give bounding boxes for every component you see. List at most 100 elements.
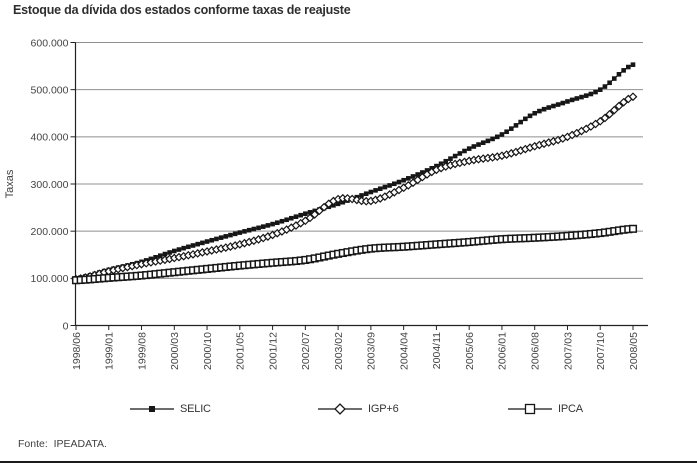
legend-marker-shape: [149, 406, 155, 412]
y-axis-title: Taxas: [4, 169, 16, 198]
legend-marker-filled-square-icon: [130, 406, 174, 412]
marker-filled-square: [611, 76, 617, 81]
marker-filled-square: [232, 231, 238, 237]
marker-open-diamond: [310, 210, 320, 219]
marker-filled-square: [490, 136, 495, 142]
marker-filled-square: [373, 188, 378, 193]
marker-filled-square: [513, 123, 519, 128]
marker-filled-square: [377, 186, 383, 192]
bottom-rule: [0, 461, 697, 463]
legend-item-selic: SELIC: [130, 400, 211, 418]
x-tick-label: 2004/04: [398, 332, 410, 370]
marker-filled-square: [186, 244, 191, 250]
marker-filled-square: [274, 220, 280, 226]
marker-filled-square: [462, 148, 467, 154]
marker-filled-square: [401, 177, 406, 183]
legend-marker-open-diamond-icon: [318, 403, 362, 415]
marker-filled-square: [382, 184, 388, 190]
y-tick-label: 600.000: [31, 37, 69, 49]
marker-filled-square: [565, 99, 570, 104]
marker-filled-square: [579, 94, 584, 100]
y-tick-label: 200.000: [31, 226, 69, 238]
marker-filled-square: [443, 158, 449, 164]
line-chart: 0 100.000 200.000 300.000 400.000 500.000 600.…: [4, 37, 648, 370]
marker-filled-square: [214, 236, 219, 242]
marker-filled-square: [167, 250, 172, 255]
marker-open-diamond: [628, 92, 638, 102]
x-tick-label: 2004/11: [431, 332, 443, 369]
y-tick-label: 300.000: [31, 179, 69, 191]
series-IGP+6: [71, 92, 638, 284]
marker-filled-square: [162, 251, 168, 257]
x-tick-label: 2000/03: [169, 332, 181, 370]
marker-filled-square: [181, 245, 186, 251]
marker-filled-square: [569, 97, 575, 103]
marker-filled-square: [532, 110, 538, 116]
marker-filled-square: [518, 119, 523, 125]
marker-filled-square: [228, 232, 233, 238]
marker-open-diamond: [609, 105, 619, 115]
x-tick-label: 1999/08: [136, 332, 148, 370]
marker-filled-square: [171, 248, 177, 254]
marker-filled-square: [293, 214, 299, 220]
marker-filled-square: [218, 235, 224, 240]
x-tick-label: 2002/07: [300, 332, 312, 370]
marker-open-diamond: [305, 213, 315, 223]
series-line: [75, 64, 634, 279]
marker-filled-square: [448, 156, 453, 161]
x-tick-label: 2003/02: [333, 332, 345, 370]
marker-filled-square: [574, 96, 580, 101]
marker-filled-square: [602, 84, 608, 89]
marker-filled-square: [270, 221, 275, 227]
marker-filled-square: [359, 193, 364, 198]
marker-open-diamond: [319, 202, 329, 212]
marker-filled-square: [630, 62, 636, 67]
legend-marker-shape: [524, 403, 536, 415]
series-IPCA: [71, 224, 638, 285]
marker-filled-square: [284, 217, 289, 223]
marker-filled-square: [396, 179, 402, 185]
marker-filled-square: [406, 176, 411, 181]
x-tick-label: 2003/09: [366, 332, 378, 370]
marker-filled-square: [607, 80, 612, 86]
x-tick-label: 2007/10: [595, 332, 607, 370]
legend-item-igp-6: IGP+6: [318, 400, 399, 418]
y-tick-label: 400.000: [31, 132, 69, 144]
marker-filled-square: [597, 87, 603, 92]
y-tick-label: 0: [63, 320, 69, 332]
marker-filled-square: [303, 211, 308, 217]
legend-label: SELIC: [180, 403, 211, 415]
marker-filled-square: [551, 103, 556, 109]
marker-filled-square: [621, 68, 626, 73]
marker-filled-square: [368, 189, 374, 195]
marker-filled-square: [265, 223, 271, 228]
x-tick-label: 2008/05: [628, 332, 640, 370]
marker-filled-square: [509, 126, 514, 131]
marker-filled-square: [527, 113, 533, 119]
marker-filled-square: [363, 191, 369, 197]
marker-filled-square: [195, 241, 200, 247]
legend-item-ipca: IPCA: [508, 400, 583, 418]
marker-filled-square: [588, 91, 594, 97]
chart-legend: SELIC IGP+6 IPCA: [0, 400, 697, 424]
marker-filled-square: [260, 224, 266, 229]
marker-filled-square: [560, 100, 566, 106]
marker-filled-square: [335, 201, 341, 207]
marker-filled-square: [157, 253, 163, 258]
x-tick-label: 2001/05: [235, 332, 247, 370]
marker-filled-square: [523, 116, 528, 122]
marker-filled-square: [209, 237, 215, 243]
marker-filled-square: [223, 234, 229, 239]
marker-open-square: [628, 224, 638, 233]
y-tick-label: 100.000: [31, 273, 69, 285]
marker-filled-square: [499, 132, 505, 137]
marker-filled-square: [289, 215, 294, 221]
marker-filled-square: [494, 134, 500, 140]
marker-open-diamond: [614, 101, 624, 111]
marker-filled-square: [246, 227, 252, 233]
marker-filled-square: [279, 218, 285, 224]
marker-filled-square: [176, 247, 182, 252]
marker-filled-square: [242, 229, 247, 234]
marker-filled-square: [593, 89, 598, 95]
source-note: Fonte: IPEADATA.: [18, 438, 107, 450]
